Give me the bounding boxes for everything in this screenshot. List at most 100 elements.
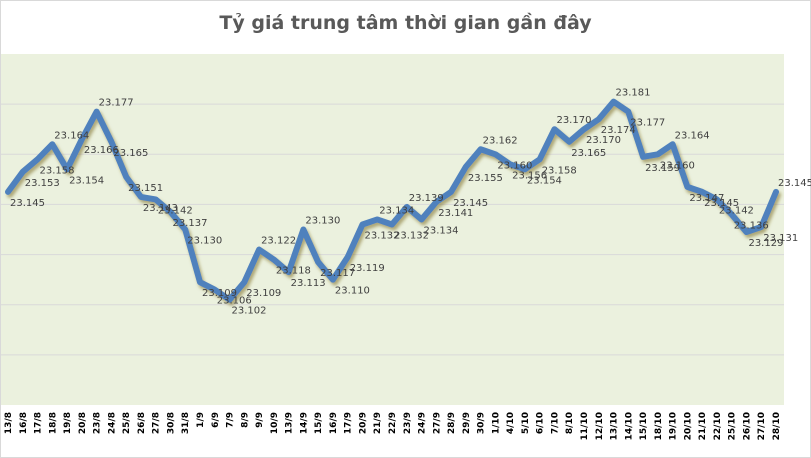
plot-area bbox=[1, 54, 784, 405]
x-tick-label: 11/10 bbox=[580, 412, 590, 440]
data-label: 23.170 bbox=[556, 115, 591, 126]
x-axis-labels: 13/8 16/8 17/8 18/8 19/8 20/8 23/8 24/8 25/8 26/8… bbox=[4, 412, 782, 440]
data-label: 23.102 bbox=[232, 306, 267, 317]
data-label: 23.151 bbox=[128, 183, 163, 194]
data-label: 23.143 bbox=[143, 203, 178, 214]
x-tick-label: 29/9 bbox=[462, 412, 472, 434]
x-tick-label: 17/8 bbox=[34, 412, 44, 434]
data-label: 23.170 bbox=[586, 135, 621, 146]
x-tick-label: 4/10 bbox=[506, 412, 516, 434]
data-label: 23.136 bbox=[734, 220, 769, 231]
chart-title: Tỷ giá trung tâm thời gian gần đây bbox=[219, 12, 592, 34]
data-label: 23.164 bbox=[675, 130, 710, 141]
x-tick-label: 20/8 bbox=[78, 412, 88, 434]
x-tick-label: 14/10 bbox=[624, 412, 634, 440]
x-tick-label: 15/9 bbox=[314, 412, 324, 434]
data-line bbox=[5, 98, 779, 303]
x-tick-label: 5/10 bbox=[521, 412, 531, 434]
x-tick-label: 13/9 bbox=[285, 412, 295, 434]
x-tick-label: 25/8 bbox=[122, 412, 132, 434]
data-label: 23.158 bbox=[40, 165, 75, 176]
data-label: 23.118 bbox=[276, 266, 311, 277]
data-label: 23.142 bbox=[158, 205, 193, 216]
x-tick-label: 8/9 bbox=[240, 412, 250, 428]
data-label: 23.164 bbox=[54, 130, 89, 141]
data-label: 23.154 bbox=[69, 175, 104, 186]
x-tick-label: 12/10 bbox=[595, 412, 605, 440]
data-label: 23.109 bbox=[246, 288, 281, 299]
data-label: 23.145 bbox=[778, 178, 811, 189]
data-label: 23.181 bbox=[616, 88, 651, 99]
x-tick-label: 16/8 bbox=[19, 412, 29, 434]
x-tick-label: 17/9 bbox=[344, 412, 354, 434]
x-tick-label: 23/9 bbox=[403, 412, 413, 434]
data-label: 23.177 bbox=[99, 98, 134, 109]
data-label: 23.160 bbox=[660, 160, 695, 171]
data-label: 23.106 bbox=[217, 296, 252, 307]
x-tick-label: 15/10 bbox=[639, 412, 649, 440]
data-label: 23.153 bbox=[25, 178, 60, 189]
data-label: 23.132 bbox=[364, 230, 399, 241]
data-label: 23.145 bbox=[453, 198, 488, 209]
data-label: 23.131 bbox=[763, 233, 798, 244]
x-tick-label: 6/10 bbox=[536, 412, 546, 434]
data-label: 23.166 bbox=[84, 145, 119, 156]
data-label: 23.158 bbox=[542, 165, 577, 176]
x-tick-label: 6/9 bbox=[211, 412, 221, 428]
data-label: 23.155 bbox=[468, 173, 503, 184]
x-tick-label: 30/9 bbox=[477, 412, 487, 434]
x-tick-label: 23/8 bbox=[93, 412, 103, 434]
x-tick-label: 27/10 bbox=[757, 412, 767, 440]
data-label: 23.139 bbox=[409, 193, 444, 204]
data-label: 23.134 bbox=[379, 205, 414, 216]
x-tick-label: 16/9 bbox=[329, 412, 339, 434]
data-label: 23.130 bbox=[187, 236, 222, 247]
x-tick-label: 10/9 bbox=[270, 412, 280, 434]
data-label: 23.113 bbox=[291, 278, 326, 289]
x-tick-label: 18/10 bbox=[654, 412, 664, 440]
data-label: 23.147 bbox=[689, 193, 724, 204]
data-label: 23.165 bbox=[113, 148, 148, 159]
x-tick-label: 8/10 bbox=[565, 412, 575, 434]
x-tick-label: 20/10 bbox=[683, 412, 693, 440]
x-tick-label: 26/10 bbox=[742, 412, 752, 440]
data-label: 23.142 bbox=[719, 205, 754, 216]
data-label: 23.162 bbox=[483, 135, 518, 146]
x-tick-label: 20/9 bbox=[358, 412, 368, 434]
data-label: 23.109 bbox=[202, 288, 237, 299]
data-label: 23.145 bbox=[704, 198, 739, 209]
data-label: 23.134 bbox=[424, 225, 459, 236]
data-label: 23.177 bbox=[630, 118, 665, 129]
x-tick-label: 21/9 bbox=[373, 412, 383, 434]
data-label: 23.119 bbox=[350, 263, 385, 274]
data-label: 23.110 bbox=[335, 286, 370, 297]
data-label: 23.154 bbox=[527, 175, 562, 186]
x-tick-label: 30/8 bbox=[166, 412, 176, 434]
data-label: 23.165 bbox=[571, 148, 606, 159]
x-tick-label: 1/10 bbox=[491, 412, 501, 434]
x-tick-label: 13/10 bbox=[610, 412, 620, 440]
x-tick-label: 27/8 bbox=[152, 412, 162, 434]
x-tick-label: 7/9 bbox=[226, 412, 236, 428]
data-label: 23.159 bbox=[645, 163, 680, 174]
x-tick-label: 24/9 bbox=[418, 412, 428, 434]
x-tick-label: 28/10 bbox=[772, 412, 782, 440]
data-labels: 23.14523.15323.15823.16423.15423.16623.1… bbox=[10, 88, 811, 317]
data-label: 23.145 bbox=[10, 198, 45, 209]
x-tick-label: 19/8 bbox=[63, 412, 73, 434]
x-tick-label: 14/9 bbox=[299, 412, 309, 434]
data-label: 23.130 bbox=[305, 216, 340, 227]
x-tick-label: 18/8 bbox=[48, 412, 58, 434]
data-label: 23.122 bbox=[261, 236, 296, 247]
x-tick-label: 22/10 bbox=[713, 412, 723, 440]
x-tick-label: 26/8 bbox=[137, 412, 147, 434]
x-tick-label: 27/9 bbox=[432, 412, 442, 434]
x-tick-label: 25/10 bbox=[728, 412, 738, 440]
data-label: 23.129 bbox=[748, 238, 783, 249]
x-tick-label: 9/9 bbox=[255, 412, 265, 428]
x-tick-label: 28/9 bbox=[447, 412, 457, 434]
data-label: 23.117 bbox=[320, 268, 355, 279]
x-tick-label: 24/8 bbox=[107, 412, 117, 434]
x-tick-label: 21/10 bbox=[698, 412, 708, 440]
